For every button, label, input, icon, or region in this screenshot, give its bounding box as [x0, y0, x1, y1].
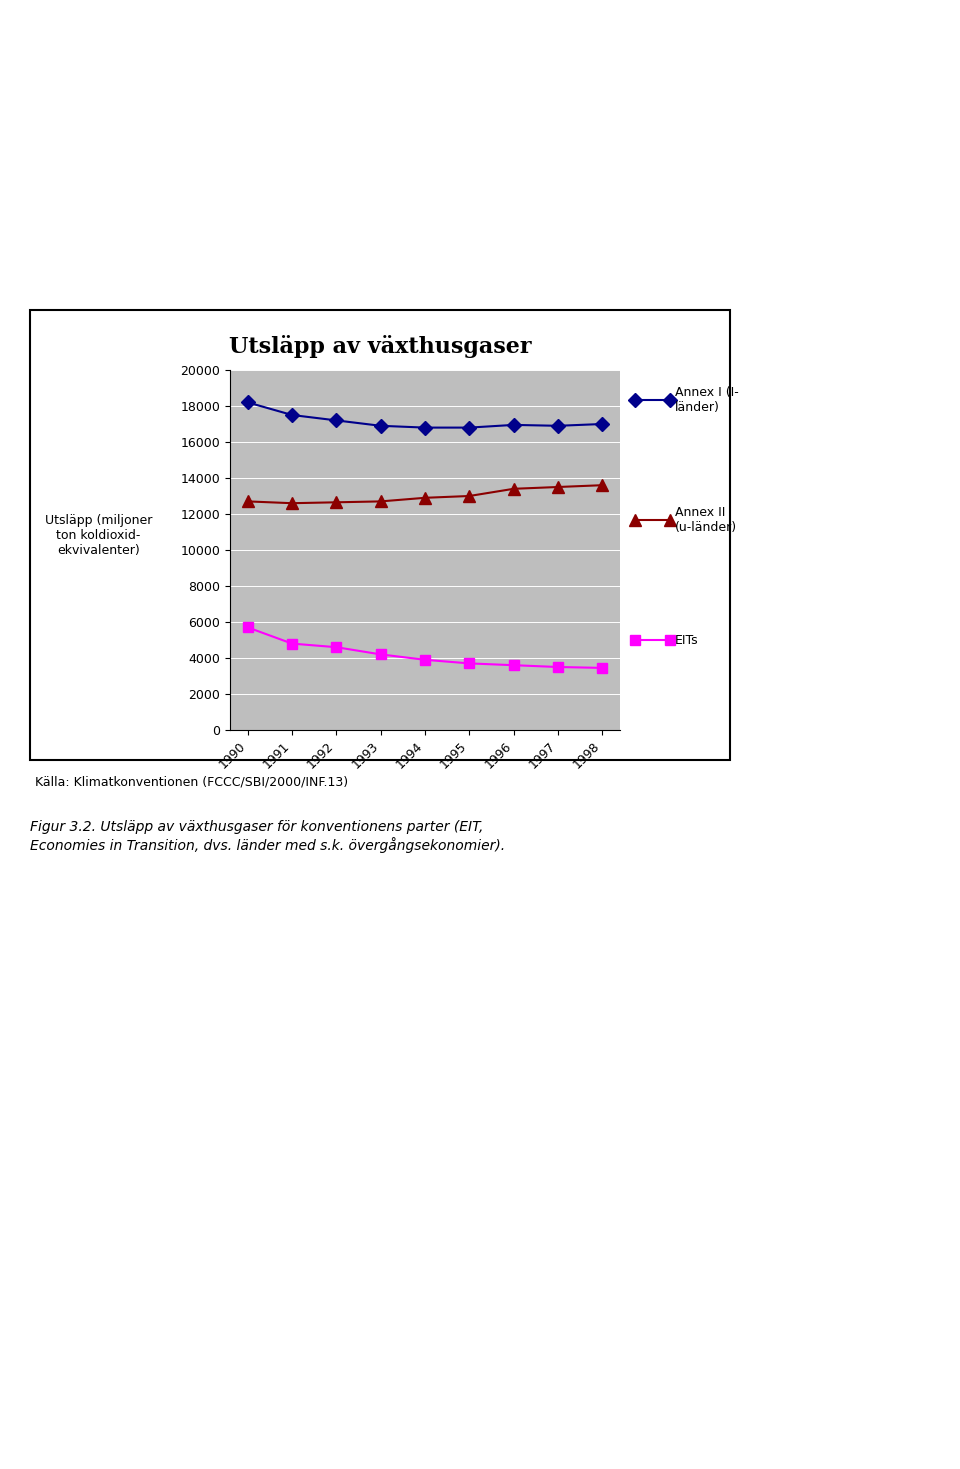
Bar — [30, 310, 730, 759]
Text: Källa: Klimatkonventionen (FCCC/SBI/2000/INF.13): Källa: Klimatkonventionen (FCCC/SBI/2000… — [35, 776, 348, 787]
Text: Utsläpp (miljoner
ton koldioxid-
ekvivalenter): Utsläpp (miljoner ton koldioxid- ekvival… — [45, 514, 153, 557]
Text: Annex I (I-
länder): Annex I (I- länder) — [675, 386, 739, 414]
Text: Annex II
(u-länder): Annex II (u-länder) — [675, 505, 737, 535]
Text: Figur 3.2. Utsläpp av växthusgaser för konventionens parter (EIT,
Economies in T: Figur 3.2. Utsläpp av växthusgaser för k… — [30, 820, 505, 852]
Text: EITs: EITs — [675, 633, 699, 646]
Text: Utsläpp av växthusgaser: Utsläpp av växthusgaser — [228, 335, 531, 358]
